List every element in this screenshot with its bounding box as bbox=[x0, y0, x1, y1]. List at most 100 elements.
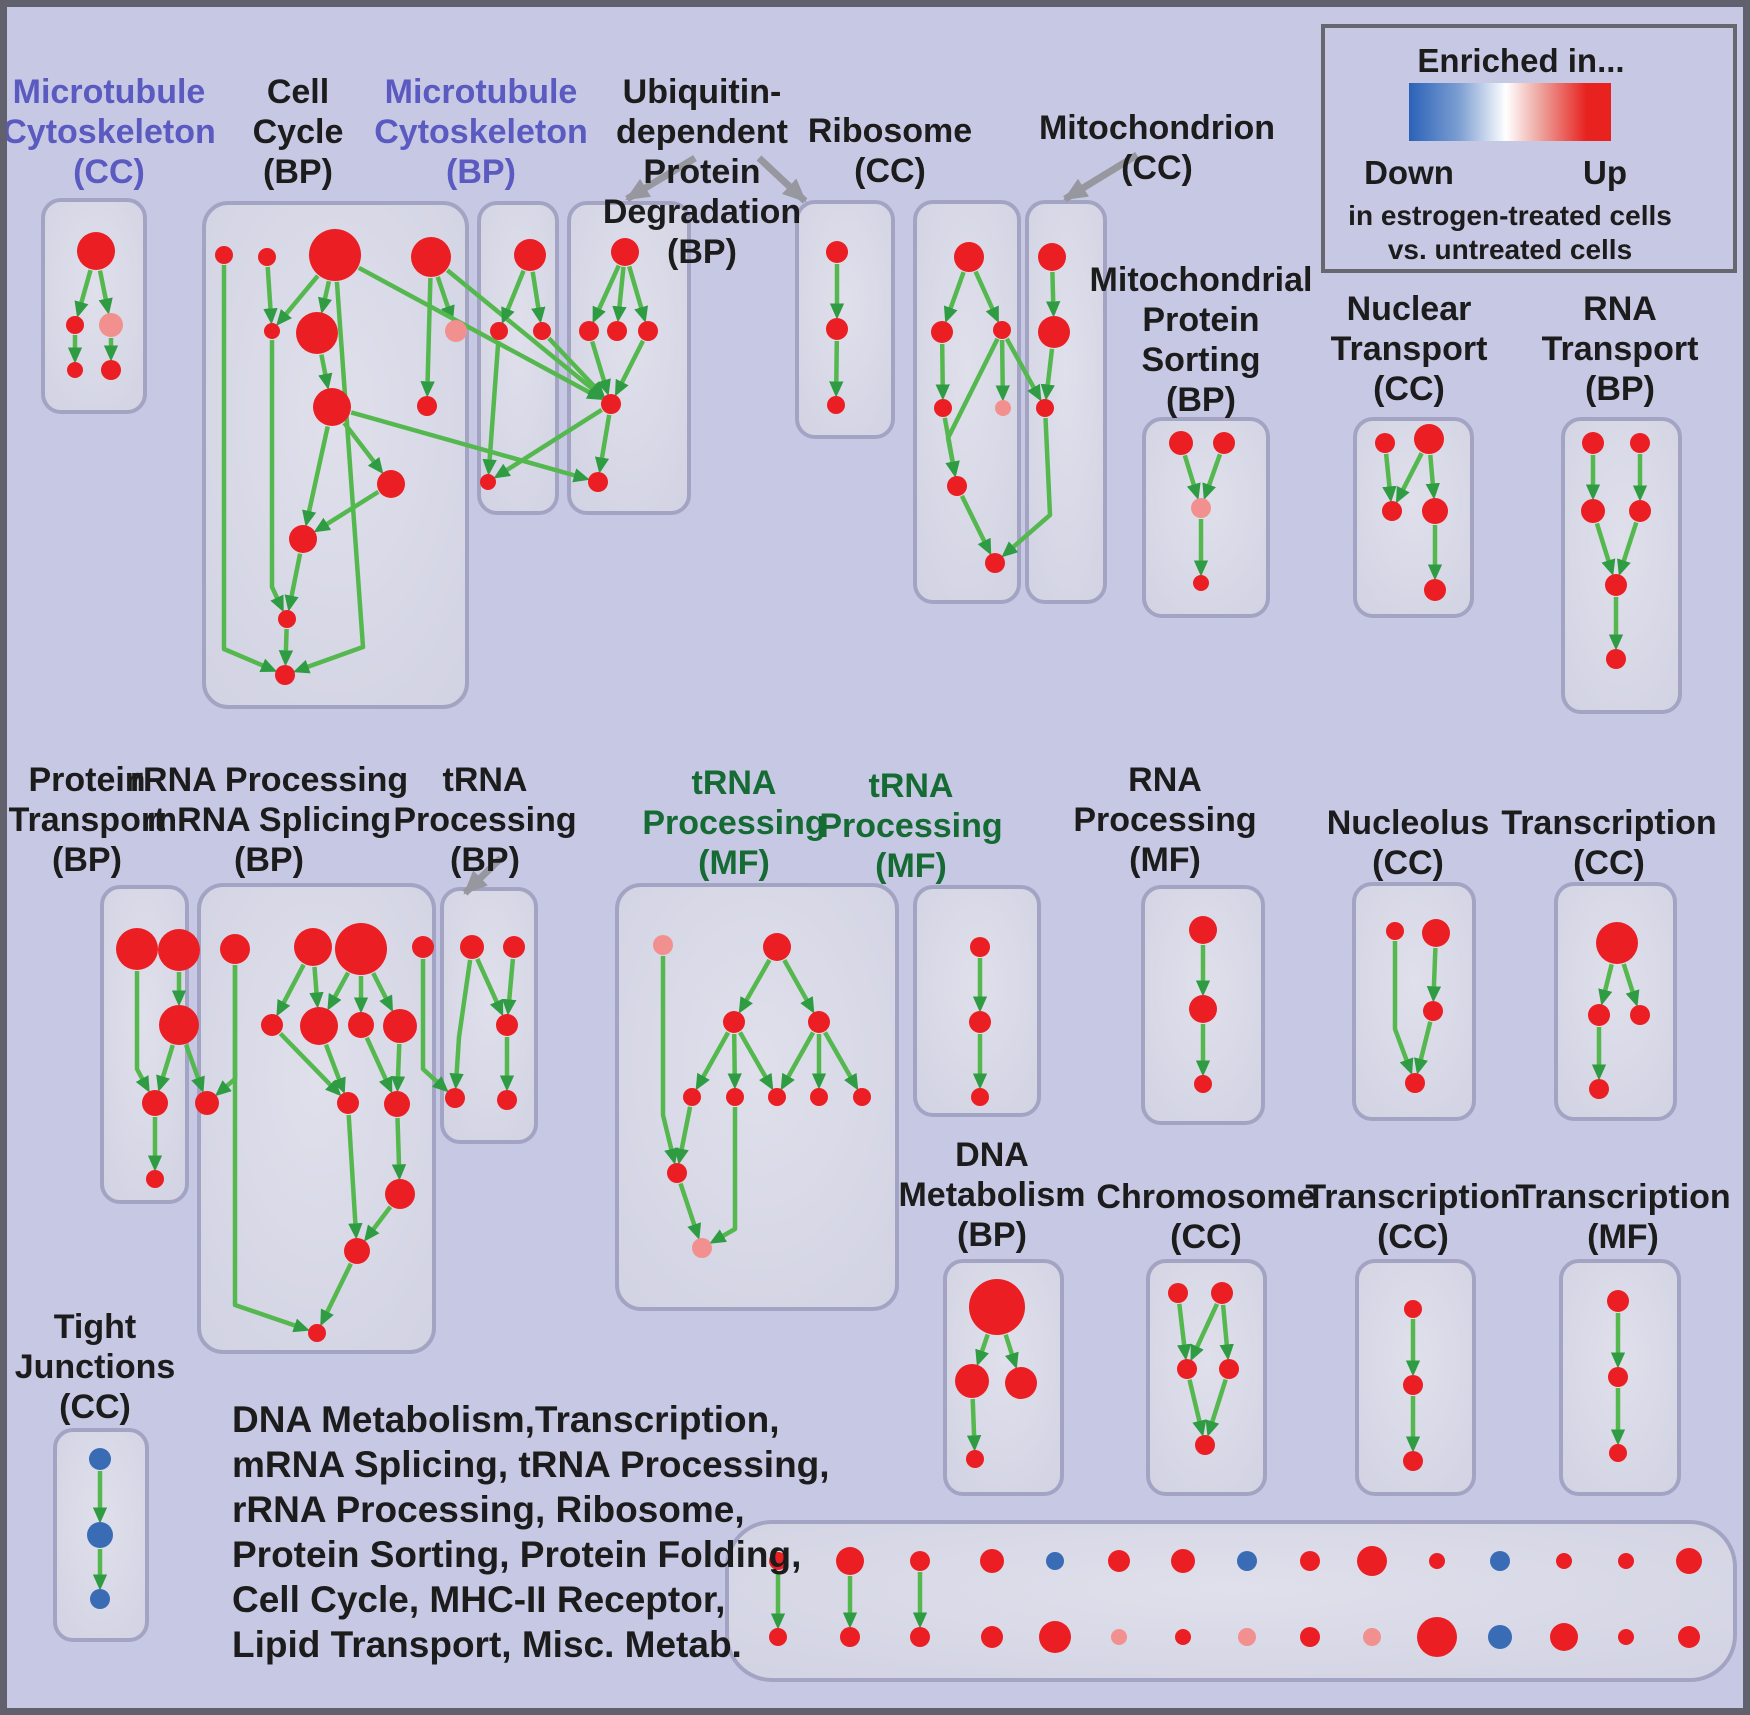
go-term-node-j1 bbox=[1630, 433, 1650, 453]
go-term-node-nb bbox=[808, 1011, 830, 1033]
go-term-node-b0 bbox=[215, 246, 233, 264]
go-term-node-l2 bbox=[335, 923, 387, 975]
edge-j2-j4 bbox=[1594, 522, 1616, 576]
edge-f0-f2 bbox=[973, 270, 999, 324]
edge-g2-f6 bbox=[1001, 417, 1053, 558]
edge-dm1-dm3 bbox=[966, 1398, 982, 1452]
go-term-node-r3 bbox=[1589, 1079, 1609, 1099]
go-term-node-q0 bbox=[1386, 922, 1404, 940]
go-term-node-d3 bbox=[638, 321, 658, 341]
edge-ch3-ch4 bbox=[1205, 1378, 1228, 1437]
go-term-node-q3 bbox=[1405, 1073, 1425, 1093]
go-term-node-j5 bbox=[1606, 649, 1626, 669]
go-term-node-tb2 bbox=[496, 1014, 518, 1036]
go-term-node-tc2 bbox=[1403, 1451, 1423, 1471]
go-term-node-xt5 bbox=[1046, 1552, 1064, 1570]
go-term-node-ch2 bbox=[1177, 1359, 1197, 1379]
edge-i1-i2 bbox=[1395, 452, 1424, 504]
edge-b7-b10 bbox=[302, 426, 330, 527]
go-term-node-tb1 bbox=[503, 936, 525, 958]
edge-b3-d4 bbox=[445, 268, 605, 399]
legend-title: Enriched in... bbox=[1417, 42, 1625, 79]
edge-tb1-tb2 bbox=[502, 958, 517, 1016]
edge-r0-r2 bbox=[1621, 963, 1640, 1007]
summary-note: DNA Metabolism,Transcription, mRNA Splici… bbox=[232, 1399, 830, 1665]
go-term-node-xt14 bbox=[1618, 1553, 1634, 1569]
label-rrna-mrna: rRNA Processing mRNA Splicing (BP) bbox=[129, 761, 409, 879]
edge-d3-d4 bbox=[614, 339, 646, 397]
label-protein-transport: Protein Transport (BP) bbox=[8, 761, 166, 879]
go-term-node-b1 bbox=[258, 248, 276, 266]
go-term-node-k2 bbox=[159, 1005, 199, 1045]
go-term-node-l12 bbox=[308, 1324, 326, 1342]
go-term-node-k1 bbox=[158, 929, 200, 971]
go-term-node-i0 bbox=[1375, 433, 1395, 453]
annotation-arrow-4 bbox=[462, 855, 504, 896]
cluster-box-rna-transport bbox=[1561, 417, 1682, 714]
label-mito-protein-sorting: Mitochondrial Protein Sorting (BP) bbox=[1089, 261, 1313, 419]
go-term-node-xt15 bbox=[1676, 1548, 1702, 1574]
go-term-node-f3 bbox=[934, 399, 952, 417]
go-term-node-n0 bbox=[763, 933, 791, 961]
annotation-arrow-3 bbox=[1063, 152, 1139, 202]
go-term-node-i4 bbox=[1424, 579, 1446, 601]
edge-na-n2 bbox=[727, 1033, 742, 1090]
label-rna-processing-mf: RNA Processing (MF) bbox=[1073, 761, 1257, 879]
go-term-node-l5 bbox=[300, 1007, 338, 1045]
edge-ch2-ch4 bbox=[1187, 1379, 1207, 1437]
edge-d0-d2 bbox=[612, 266, 627, 323]
edge-c0-c1 bbox=[501, 269, 526, 325]
go-term-node-d2 bbox=[607, 321, 627, 341]
go-term-node-xb7 bbox=[1175, 1629, 1191, 1645]
go-term-node-n5 bbox=[853, 1088, 871, 1106]
go-term-node-h0 bbox=[1169, 431, 1193, 455]
label-microtubule-cc: Microtubule Cytoskeleton (CC) bbox=[2, 73, 216, 191]
edge-l2-l5 bbox=[327, 971, 351, 1011]
go-term-node-tc0 bbox=[1404, 1300, 1422, 1318]
label-ribosome: Ribosome (CC) bbox=[807, 112, 973, 190]
edge-n2-nt bbox=[709, 1107, 738, 1244]
go-term-node-tb4 bbox=[497, 1090, 517, 1110]
go-term-node-r1 bbox=[1588, 1004, 1610, 1026]
edge-l9-l10 bbox=[391, 1117, 407, 1181]
go-term-node-b5 bbox=[296, 312, 338, 354]
label-nucleolus: Nucleolus (CC) bbox=[1326, 804, 1490, 882]
edge-l2-l7 bbox=[371, 972, 394, 1013]
edge-f1-f3 bbox=[935, 343, 950, 401]
edge-b1-b4 bbox=[263, 266, 278, 325]
go-term-node-dm0 bbox=[969, 1279, 1025, 1335]
go-term-node-xt2 bbox=[836, 1547, 864, 1575]
legend: Enriched in... Down Up in estrogen-treat… bbox=[1321, 24, 1737, 273]
edge-f2-f4 bbox=[995, 339, 1010, 402]
go-term-node-dm1 bbox=[955, 1364, 989, 1398]
edge-q0-q3 bbox=[1392, 941, 1414, 1076]
go-term-node-h2 bbox=[1191, 498, 1211, 518]
edge-l11-l12 bbox=[320, 1262, 353, 1327]
go-term-node-b2 bbox=[309, 229, 361, 281]
edge-tb0-tb3 bbox=[449, 959, 473, 1090]
go-term-node-e2 bbox=[827, 396, 845, 414]
go-term-node-b12 bbox=[275, 665, 295, 685]
go-term-node-xb4 bbox=[981, 1626, 1003, 1648]
go-term-node-ch3 bbox=[1219, 1359, 1239, 1379]
go-term-node-dm2 bbox=[1005, 1367, 1037, 1399]
edge-na-n3 bbox=[738, 1031, 774, 1091]
go-term-node-c3 bbox=[480, 474, 496, 490]
edge-q2-q3 bbox=[1413, 1021, 1433, 1075]
go-term-node-tb3 bbox=[445, 1088, 465, 1108]
edge-f3-f5 bbox=[942, 417, 960, 478]
edge-d0-d1 bbox=[592, 264, 621, 324]
go-term-node-d0 bbox=[611, 238, 639, 266]
edge-ch1-ch2 bbox=[1190, 1302, 1220, 1362]
go-term-node-np bbox=[653, 935, 673, 955]
go-term-node-k3 bbox=[142, 1090, 168, 1116]
label-trna-bp: tRNA Processing (BP) bbox=[393, 761, 577, 879]
go-term-node-xt11 bbox=[1429, 1553, 1445, 1569]
cluster-box-bottom-panel bbox=[725, 1520, 1737, 1682]
go-term-node-xt3 bbox=[910, 1551, 930, 1571]
edge-dm0-dm2 bbox=[1003, 1334, 1019, 1370]
label-chromosome: Chromosome (CC) bbox=[1096, 1178, 1316, 1256]
go-term-node-n1 bbox=[683, 1088, 701, 1106]
edge-b4-b11 bbox=[269, 340, 284, 613]
go-term-node-tb0 bbox=[460, 935, 484, 959]
